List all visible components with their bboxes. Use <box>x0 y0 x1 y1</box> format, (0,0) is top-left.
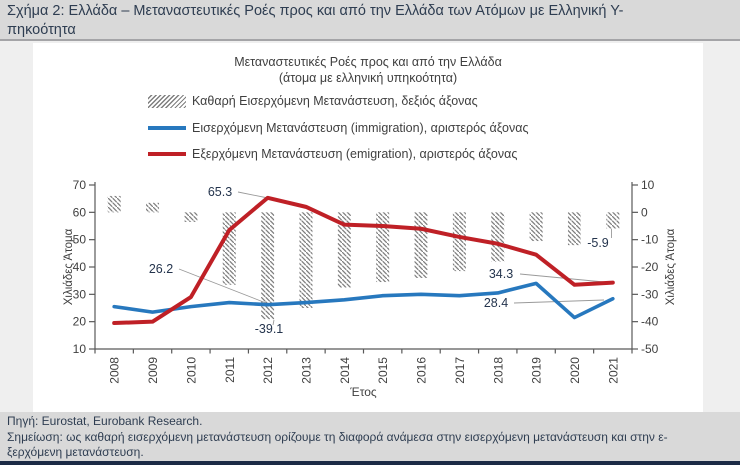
definition-note-line2: ξερχόμενη μετανάστευση. <box>7 445 144 459</box>
source-note: Πηγή: Eurostat, Eurobank Research. <box>7 414 203 428</box>
chart-legend: Καθαρή Εισερχόμενη Μετανάστευση, δεξιός … <box>148 92 529 172</box>
figure-caption-line2: πηκοότητα <box>7 22 76 38</box>
definition-note-line1: Σημείωση: ως καθαρή εισερχόμενη μετανάστ… <box>7 429 668 444</box>
figure-caption: Σχήμα 2: Ελλάδα – Μεταναστευτικές Ροές π… <box>0 0 740 41</box>
chart-title-line1: Μεταναστευτικές Ροές προς και από την Ελ… <box>234 55 502 69</box>
figure-caption-line1: Σχήμα 2: Ελλάδα – Μεταναστευτικές Ροές π… <box>7 3 624 19</box>
bottom-border-bar <box>0 461 740 465</box>
chart-title: Μεταναστευτικές Ροές προς και από την Ελ… <box>33 54 703 86</box>
chart-panel: Μεταναστευτικές Ροές προς και από την Ελ… <box>33 43 703 412</box>
legend-item-immigration: Εισερχόμενη Μετανάστευση (immigration), … <box>148 119 529 137</box>
immigration-legend-label: Εισερχόμενη Μετανάστευση (immigration), … <box>192 120 529 135</box>
legend-item-net-migration: Καθαρή Εισερχόμενη Μετανάστευση, δεξιός … <box>148 92 529 110</box>
figure-footer: Πηγή: Eurostat, Eurobank Research. Σημεί… <box>0 412 740 465</box>
emigration-legend-label: Εξερχόμενη Μετανάστευση (emigration), αρ… <box>192 147 518 161</box>
legend-item-emigration: Εξερχόμενη Μετανάστευση (emigration), αρ… <box>148 145 529 163</box>
net-migration-legend-label: Καθαρή Εισερχόμενη Μετανάστευση, δεξιός … <box>192 94 478 108</box>
chart-title-line2: (άτομα με ελληνική υπηκοότητα) <box>278 71 458 85</box>
emigration-line-swatch <box>148 152 186 156</box>
net-migration-hatch-swatch <box>148 94 186 108</box>
immigration-line-swatch <box>148 125 186 130</box>
